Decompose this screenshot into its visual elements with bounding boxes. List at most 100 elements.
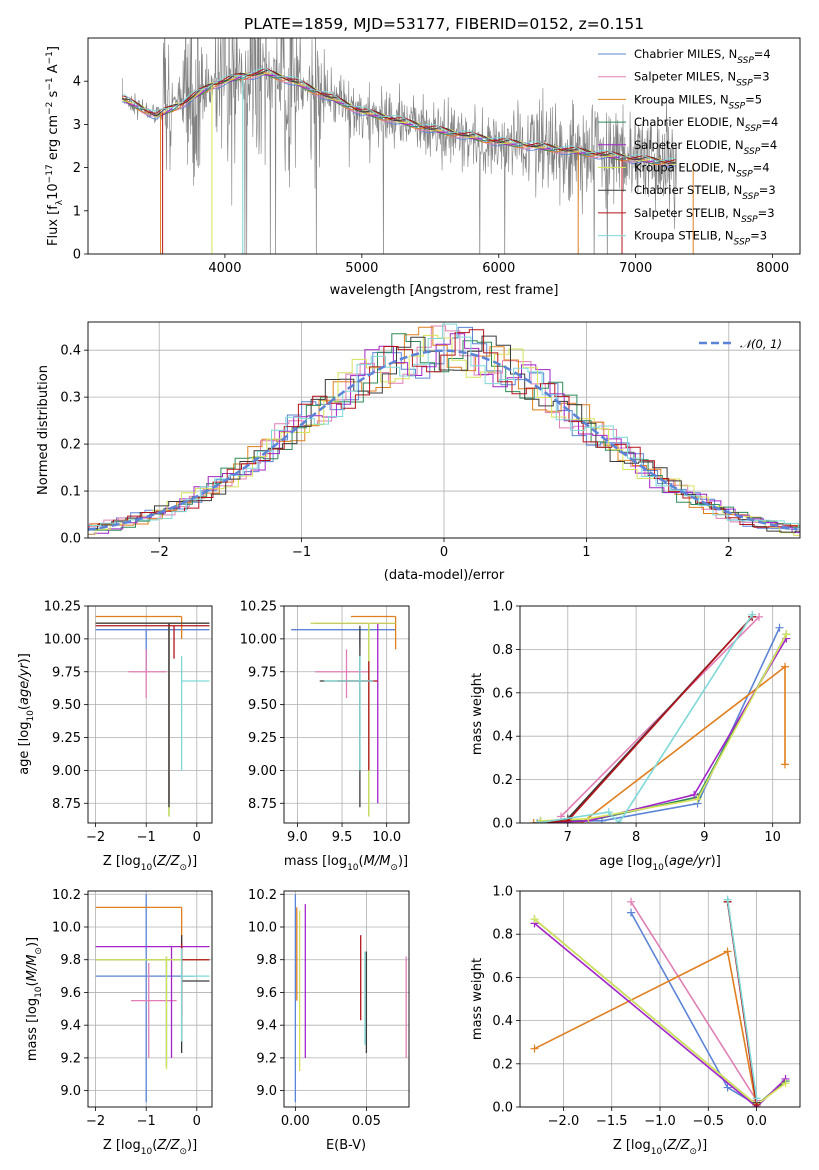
y-tick-label: 9.2 (256, 1051, 277, 1066)
plot-area (294, 894, 407, 1103)
y-axis-label: mass weight (470, 958, 485, 1040)
panel-weight_vs_age: 7 8 9 10 0.0 0.2 0.4 0.6 0.8 1.0 age [log10(age/yr… (470, 600, 801, 873)
y-tick-label: 0.3 (60, 391, 81, 406)
histogram-step (88, 323, 800, 528)
x-tick-label: 7000 (619, 261, 652, 276)
histogram-step (88, 333, 800, 531)
y-tick-label: 0.4 (492, 730, 513, 745)
data-point (690, 790, 699, 799)
panel-spectrum: 4000 5000 6000 7000 8000 0 1 2 3 4 wavelength [Ang… (45, 37, 801, 298)
y-tick-label: 9.0 (60, 1084, 81, 1099)
y-axis-label: Flux [fλ10−17 erg cm−2 s−1 A−1] (45, 46, 65, 246)
panel-residuals: −2 −1 0 1 2 0.0 0.1 0.2 0.3 0.4 𝒩(0, 1) (data-model… (36, 321, 801, 583)
x-tick-label: 9.5 (332, 830, 353, 845)
y-tick-label: 10.0 (248, 921, 277, 936)
series-line (533, 665, 786, 823)
x-axis-label: Z [log10(Z/Z⊙)] (613, 1138, 707, 1157)
y-tick-label: 10.25 (240, 600, 277, 615)
legend-label: Chabrier MILES, NSSP=4 (634, 47, 771, 66)
y-tick-label: 2 (73, 161, 81, 176)
y-tick-label: 0.4 (492, 1014, 513, 1029)
y-tick-label: 1 (73, 204, 81, 219)
grid (284, 891, 409, 1107)
x-axis-label: wavelength [Angstrom, rest frame] (330, 283, 559, 298)
data-point (604, 808, 613, 817)
axes-frame (519, 890, 801, 1108)
y-tick-label: 0.2 (492, 1057, 513, 1072)
data-point (748, 610, 757, 619)
x-axis-label: Z [log10(Z/Z⊙)] (103, 854, 197, 873)
data-point (782, 630, 791, 639)
x-tick-label: −2 (86, 830, 105, 845)
x-tick-label: −2.0 (548, 1114, 580, 1129)
data-point (723, 895, 732, 904)
plot-area (88, 323, 800, 536)
data-point (723, 947, 732, 956)
x-tick-label: 10.0 (372, 830, 401, 845)
axes-frame (87, 321, 801, 539)
panel-age_vs_mass: 9.0 9.5 10.0 8.75 9.00 9.25 9.50 9.75 10.00 10.25… (240, 600, 410, 873)
x-tick-label: 8 (632, 830, 640, 845)
x-tick-label: 0.00 (281, 1114, 310, 1129)
y-tick-label: 0.4 (60, 344, 81, 359)
x-tick-label: −2 (150, 545, 169, 560)
axes-frame (283, 605, 410, 824)
series-line (536, 616, 753, 823)
y-tick-label: 10.2 (52, 888, 81, 903)
y-tick-label: 10.00 (240, 632, 277, 647)
y-tick-label: 9.4 (256, 1019, 277, 1034)
grid (520, 890, 800, 1108)
legend: Chabrier MILES, NSSP=4 Salpeter MILES, NS… (598, 47, 778, 248)
x-tick-label: 8000 (756, 261, 789, 276)
x-tick-label: −1 (292, 545, 311, 560)
axes-frame (87, 890, 213, 1108)
data-point (533, 819, 542, 823)
data-point (755, 612, 764, 621)
x-tick-label: −1 (137, 1114, 156, 1129)
x-tick-label: 1 (582, 545, 590, 560)
model-line (122, 67, 676, 162)
y-tick-label: 10.25 (44, 600, 81, 615)
y-tick-label: 0.6 (492, 971, 513, 986)
plot-area (529, 610, 791, 823)
x-tick-label: 0.0 (746, 1114, 767, 1129)
x-axis-label: age [log10(age/yr)] (599, 854, 721, 873)
data-point (752, 1094, 761, 1103)
y-tick-label: 9.50 (52, 698, 81, 713)
x-tick-label: 9.0 (287, 830, 308, 845)
data-point (530, 915, 539, 924)
data-point (627, 897, 636, 906)
data-point (780, 662, 789, 671)
y-tick-label: 9.00 (52, 764, 81, 779)
data-point (693, 795, 702, 804)
y-tick-label: 9.00 (248, 764, 277, 779)
y-tick-label: 9.25 (248, 731, 277, 746)
data-point (780, 760, 789, 769)
y-axis-label: Normed distribution (36, 365, 51, 495)
series-line (533, 922, 787, 1107)
x-tick-label: 9 (700, 830, 708, 845)
x-tick-label: 4000 (208, 261, 241, 276)
legend-label: Chabrier STELIB, NSSP=3 (634, 183, 776, 202)
axes-frame (87, 37, 801, 255)
y-tick-label: 0.0 (492, 1101, 513, 1116)
axes-frame (87, 605, 213, 824)
y-tick-label: 0.0 (492, 817, 513, 832)
x-axis-label: (data-model)/error (384, 568, 505, 583)
axes-frame (519, 605, 801, 824)
y-tick-label: 10.00 (44, 632, 81, 647)
panel-weight_vs_Z: −2.0 −1.5 −1.0 −0.5 0.0 0.0 0.2 0.4 0.6 0.8 1.0 Z [… (470, 885, 801, 1157)
x-tick-label: 10 (764, 830, 781, 845)
plot-area (121, 38, 694, 254)
legend-label: Chabrier ELODIE, NSSP=4 (634, 115, 778, 134)
y-tick-label: 9.0 (256, 1084, 277, 1099)
y-tick-label: 1.0 (492, 600, 513, 615)
series-line (540, 633, 788, 822)
x-tick-label: −0.5 (692, 1114, 724, 1129)
x-axis-label: mass [log10(M/M⊙)] (284, 854, 408, 873)
y-tick-label: 0.8 (492, 643, 513, 658)
legend-label: Kroupa STELIB, NSSP=3 (634, 229, 767, 248)
y-tick-label: 3 (73, 118, 81, 133)
y-axis-label: mass weight (470, 673, 485, 755)
